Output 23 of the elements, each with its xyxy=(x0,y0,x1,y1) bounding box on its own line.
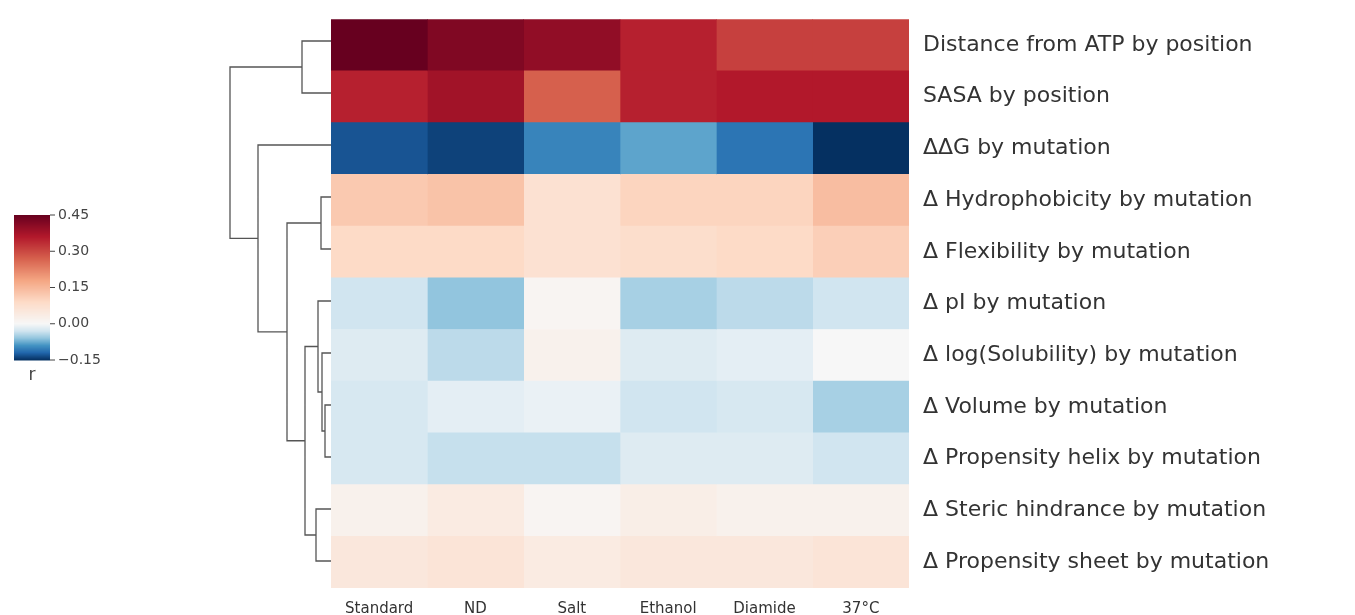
y-tick-label: Δ Hydrophobicity by mutation xyxy=(923,185,1253,211)
color-bar-label: 0.30 xyxy=(58,241,90,258)
color-bar-title: r xyxy=(28,364,36,385)
x-tick-label: ND xyxy=(464,598,487,615)
y-tick-label: ΔΔG by mutation xyxy=(923,134,1111,160)
y-tick-label: Δ pI by mutation xyxy=(923,289,1107,315)
x-tick-label: Ethanol xyxy=(639,598,697,615)
x-tick-label: 37°C xyxy=(842,598,880,615)
color-bar-label: 0.15 xyxy=(58,278,90,295)
color-bar-label: 0.00 xyxy=(58,314,90,331)
y-tick-label: Δ Propensity sheet by mutation xyxy=(923,547,1270,573)
y-tick-label: Δ Steric hindrance by mutation xyxy=(923,496,1267,522)
y-tick-label: Δ log(Solubility) by mutation xyxy=(923,341,1238,367)
y-tick-label: SASA by position xyxy=(923,82,1110,108)
x-tick-label: Standard xyxy=(345,598,414,615)
color-bar-label: 0.45 xyxy=(58,205,90,222)
y-tick-label: Distance from ATP by position xyxy=(923,30,1253,56)
y-tick-label: Δ Flexibility by mutation xyxy=(923,237,1191,263)
x-tick-label: Salt xyxy=(557,598,587,615)
color-bar-label: −0.15 xyxy=(58,350,101,367)
y-tick-label: Δ Propensity helix by mutation xyxy=(923,444,1261,470)
x-tick-label: Diamide xyxy=(733,598,796,615)
y-tick-label: Δ Volume by mutation xyxy=(923,392,1168,418)
